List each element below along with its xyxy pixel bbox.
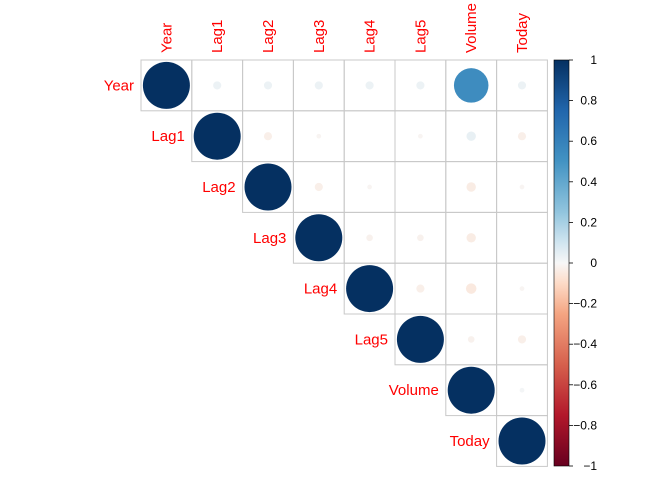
legend-tick-label: −1: [583, 459, 597, 473]
legend-tick-label: 0.8: [580, 94, 597, 108]
cells-layer: [140, 59, 548, 467]
corr-circle-lag5-volume: [467, 336, 475, 343]
variable-labels: Year Lag1 Lag2 Lag3 Lag4 Lag5 Volume Today Year L…: [104, 3, 531, 450]
col-label-lag2: Lag2: [260, 20, 277, 53]
legend-tick-label: −0.8: [573, 418, 597, 432]
col-label-lag4: Lag4: [362, 20, 379, 53]
corr-circle-lag2-lag2: [244, 163, 292, 211]
row-label-lag3: Lag3: [253, 230, 286, 247]
legend-color-bar: [553, 59, 570, 467]
col-label-lag1: Lag1: [209, 20, 226, 53]
corr-circle-year-lag3: [314, 81, 323, 90]
corr-circle-volume-volume: [447, 366, 495, 414]
corr-circle-lag4-volume: [465, 283, 477, 294]
legend-tick-label: −0.6: [573, 378, 597, 392]
corr-circle-lag3-lag5: [417, 234, 424, 242]
cell-today-today: [496, 415, 548, 467]
corr-circle-lag3-volume: [466, 233, 476, 243]
corr-circle-lag2-volume: [466, 182, 476, 192]
col-label-lag5: Lag5: [412, 20, 429, 53]
corr-circle-year-year: [142, 61, 190, 109]
corr-circle-lag5-today: [517, 335, 527, 344]
corr-circle-today-today: [498, 417, 546, 465]
corr-circle-volume-today: [519, 387, 525, 393]
corr-circle-lag3-lag3: [295, 214, 343, 262]
legend-tick-label: 0: [590, 256, 597, 270]
cell-lag2-lag5: [394, 161, 447, 213]
corr-circle-year-lag2: [263, 81, 273, 90]
legend-tick-label: 0.6: [580, 134, 597, 148]
corr-circle-year-lag4: [365, 81, 374, 90]
corr-circle-lag1-lag1: [193, 112, 241, 160]
corr-circle-lag2-lag3: [314, 182, 323, 192]
cell-lag1-lag4: [343, 110, 396, 163]
corr-circle-lag4-lag4: [346, 265, 394, 313]
corr-circle-year-lag5: [416, 81, 425, 90]
corr-circle-lag4-lag5: [416, 284, 425, 293]
corr-circle-lag1-volume: [466, 131, 476, 141]
corr-circle-lag5-lag5: [396, 315, 444, 363]
col-label-year: Year: [158, 23, 175, 53]
corr-circle-year-volume: [453, 68, 489, 103]
corr-circle-year-today: [517, 81, 527, 90]
corr-circle-lag2-lag4: [367, 184, 372, 190]
row-label-year: Year: [104, 77, 134, 94]
row-label-today: Today: [450, 433, 491, 450]
color-legend: 1 0.8 0.6 0.4 0.2 0 −0.2 −0.4 −0.6 −0.8 −1: [553, 53, 597, 473]
legend-tick-label: 0.4: [580, 175, 597, 189]
legend-tick-label: 0.2: [580, 215, 597, 229]
col-label-volume: Volume: [463, 3, 480, 53]
col-label-lag3: Lag3: [311, 20, 328, 53]
corr-circle-lag1-today: [517, 132, 527, 141]
corr-circle-lag1-lag2: [263, 132, 273, 141]
legend-tick-label: 1: [590, 53, 597, 67]
corr-circle-lag2-today: [519, 184, 525, 190]
corr-circle-lag4-today: [519, 286, 525, 291]
corr-circle-lag1-lag5: [418, 133, 423, 139]
row-label-lag5: Lag5: [355, 331, 388, 348]
row-label-volume: Volume: [389, 382, 439, 399]
legend-tick-label: −0.4: [573, 337, 597, 351]
row-label-lag2: Lag2: [202, 179, 235, 196]
corr-circle-lag3-lag4: [366, 234, 373, 242]
row-label-lag1: Lag1: [151, 128, 184, 145]
circles-layer: [142, 61, 546, 465]
corr-circle-year-lag1: [213, 81, 222, 90]
cell-lag3-today: [496, 211, 548, 264]
col-label-today: Today: [514, 12, 531, 53]
legend-tick-label: −0.2: [573, 297, 597, 311]
corr-circle-lag1-lag3: [316, 133, 322, 139]
row-label-lag4: Lag4: [304, 281, 337, 298]
